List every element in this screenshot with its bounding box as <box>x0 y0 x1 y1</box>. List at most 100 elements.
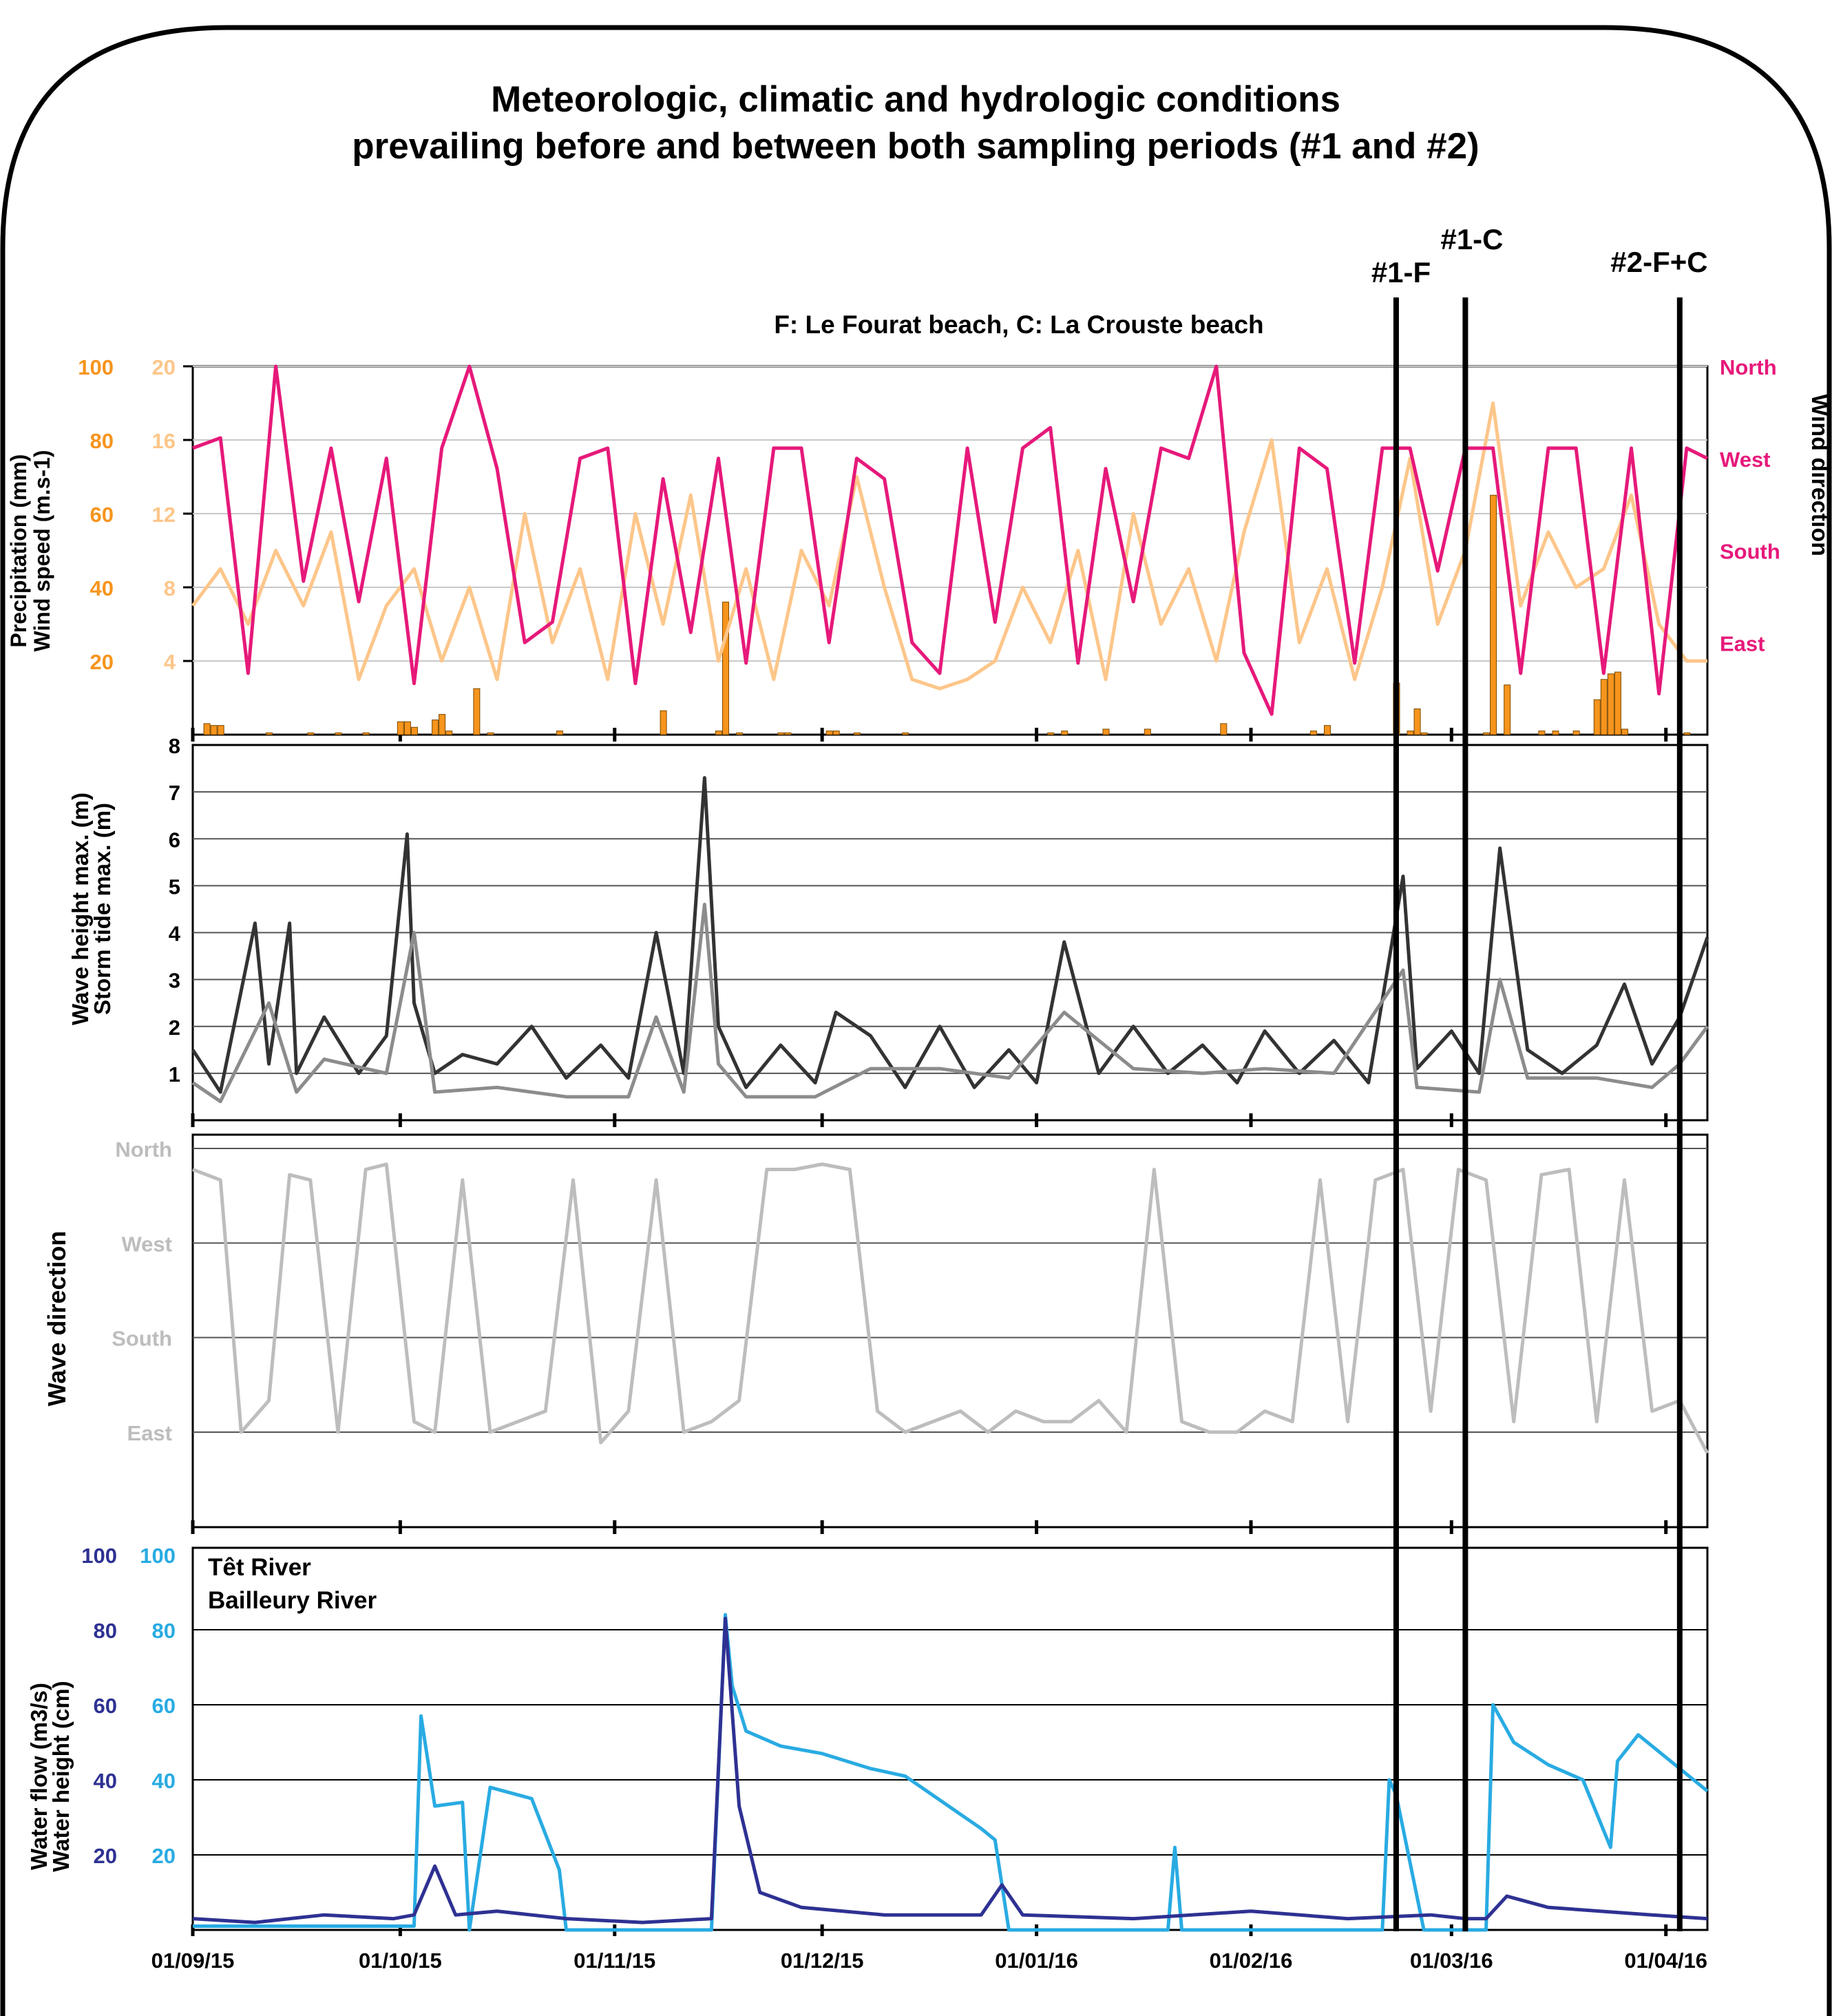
panel-rivers-frame <box>191 1546 1709 1931</box>
x-tick-label: 01/03/16 <box>1410 1949 1493 1973</box>
precipitation-bar <box>832 731 840 735</box>
y-tick-label-precipitation: 40 <box>90 576 114 600</box>
y-tick-label-wind-direction: East <box>1720 631 1765 655</box>
legend-tet-river: Têt River <box>208 1554 311 1581</box>
y-tick-label-water-flow: 60 <box>94 1694 117 1718</box>
y-tick-label-wave-direction: North <box>115 1137 172 1162</box>
y-tick-label-wind-speed: 20 <box>152 355 176 379</box>
y-tick-label-water-height: 40 <box>152 1769 176 1793</box>
precipitation-bar <box>1621 728 1628 735</box>
y-tick-label-precipitation: 100 <box>78 355 114 379</box>
precipitation-bar <box>1572 731 1580 735</box>
precipitation-bar <box>432 720 439 735</box>
y-tick-label-water-flow: 20 <box>94 1844 117 1868</box>
wind-direction-line <box>192 364 1709 716</box>
precipitation-bar <box>445 731 453 735</box>
precipitation-bar <box>736 732 744 735</box>
wind-speed-line <box>191 401 1707 691</box>
y-tick-label-wind-speed: 16 <box>152 429 176 453</box>
precipitation-bar <box>1144 728 1151 735</box>
precipitation-bar <box>1614 671 1621 735</box>
precipitation-bar <box>1593 699 1601 735</box>
precipitation-bar <box>1683 732 1691 735</box>
y-tick-label-wind-speed: 4 <box>164 650 176 674</box>
precipitation-bar <box>1413 708 1421 735</box>
x-tick-label: 01/12/15 <box>781 1949 864 1973</box>
axis-labels: 01/09/15 01/10/15 01/11/15 01/12/15 01/01/16… <box>78 355 1780 1973</box>
sampling-events: #1-F #1-C #2-F+C <box>1371 223 1708 1931</box>
x-tick-label: 01/11/15 <box>573 1949 655 1973</box>
precipitation-bar <box>556 731 563 735</box>
precipitation-bar <box>1061 731 1068 735</box>
y-tick-label-water-flow: 40 <box>94 1769 117 1793</box>
precipitation-bar <box>403 721 411 735</box>
y-tick-label-wave-direction: South <box>112 1327 172 1351</box>
precipitation-bar <box>397 721 404 735</box>
storm-tide-line <box>191 903 1709 1104</box>
y-tick-label-waves: 1 <box>169 1062 180 1086</box>
precipitation-bar <box>410 726 418 735</box>
sampling-event-label: #1-C <box>1440 223 1503 255</box>
y-axis-title-precipitation: Precipitation (mm) <box>6 454 31 648</box>
precipitation-bar <box>1600 679 1608 735</box>
y-axis-title-wind-direction: Wind direction <box>1807 394 1832 556</box>
precipitation-bar <box>1552 731 1559 735</box>
y-tick-label-wind-direction: South <box>1720 540 1780 564</box>
precipitation-bar <box>784 732 792 735</box>
precipitation-bar <box>1483 732 1491 735</box>
precipitation-bar <box>362 732 370 735</box>
precipitation-bar <box>210 725 218 735</box>
y-axis-title-wave-direction: Wave direction <box>43 1231 71 1407</box>
y-tick-label-waves: 6 <box>169 828 180 852</box>
y-tick-label-precipitation: 20 <box>90 650 114 674</box>
precipitation-bar <box>1607 673 1614 735</box>
precipitation-bar <box>853 732 861 735</box>
y-tick-label-waves: 7 <box>169 781 180 805</box>
precipitation-bar <box>203 723 211 735</box>
precipitation-bar <box>1420 732 1428 735</box>
y-tick-label-waves: 5 <box>169 874 180 899</box>
y-tick-label-waves: 4 <box>169 922 181 946</box>
sampling-event-label: #2-F+C <box>1610 246 1707 278</box>
precipitation-bar <box>777 732 785 735</box>
y-tick-label-water-height: 100 <box>140 1544 176 1568</box>
y-tick-label-waves: 3 <box>169 969 180 993</box>
y-axis-title-water-flow: Water flow (m3/s) <box>26 1683 52 1870</box>
y-tick-label-wind-speed: 8 <box>164 576 176 600</box>
y-axis-title-storm-tide: Storm tide max. (m) <box>90 803 115 1015</box>
y-axis-title-wave-height: Wave height max. (m) <box>67 792 93 1025</box>
precipitation-bar <box>217 725 224 735</box>
y-tick-label-wind-direction: North <box>1720 355 1777 379</box>
beach-legend: F: Le Fourat beach, C: La Crouste beach <box>774 311 1263 339</box>
legend-bailleury-river: Bailleury River <box>208 1587 377 1614</box>
panel-wave-direction-frame <box>191 1133 1709 1529</box>
title-line-1: Meteorologic, climatic and hydrologic co… <box>491 79 1340 120</box>
y-tick-label-wave-direction: West <box>121 1232 172 1256</box>
wave-height-line <box>191 776 1709 1094</box>
tet-river-line <box>192 1617 1708 1924</box>
precipitation-bar <box>335 732 342 735</box>
precipitation-bar <box>487 732 494 735</box>
precipitation-bar <box>902 732 909 735</box>
precipitation-bar <box>715 731 722 735</box>
precipitation-bar <box>722 601 730 735</box>
precipitation-bar <box>1309 731 1317 735</box>
y-axis-title-wind-speed: Wind speed (m.s-1) <box>30 450 54 651</box>
precipitation-bar <box>1490 494 1497 735</box>
x-tick-label: 01/10/15 <box>359 1949 442 1973</box>
y-tick-label-precipitation: 60 <box>90 503 114 527</box>
precipitation-bar <box>1220 723 1228 735</box>
y-tick-label-water-height: 60 <box>152 1694 176 1718</box>
chart-marks <box>191 364 1709 1932</box>
y-tick-label-wind-direction: West <box>1720 448 1771 472</box>
precipitation-bar <box>439 714 446 735</box>
precipitation-bar <box>266 732 273 735</box>
y-tick-label-waves: 2 <box>169 1016 180 1040</box>
precipitation-bar <box>1047 732 1055 735</box>
precipitation-bar <box>1323 725 1331 735</box>
rounded-frame <box>0 25 1832 2016</box>
y-tick-label-waves: 8 <box>169 734 180 758</box>
x-tick-label: 01/09/15 <box>151 1949 235 1973</box>
